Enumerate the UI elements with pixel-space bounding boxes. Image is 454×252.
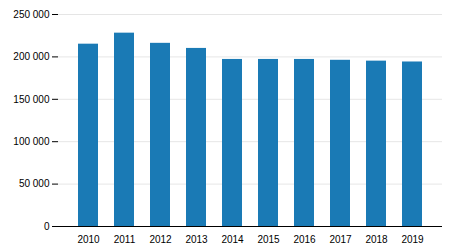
svg-text:2011: 2011 [114, 234, 136, 245]
svg-text:2013: 2013 [185, 234, 208, 245]
svg-text:2016: 2016 [293, 234, 316, 245]
svg-text:150 000: 150 000 [13, 94, 50, 105]
svg-text:0: 0 [44, 221, 50, 232]
svg-text:2017: 2017 [329, 234, 352, 245]
svg-text:2019: 2019 [401, 234, 424, 245]
svg-text:100 000: 100 000 [13, 136, 50, 147]
svg-text:50 000: 50 000 [19, 178, 50, 189]
svg-text:2010: 2010 [77, 234, 100, 245]
svg-text:2012: 2012 [149, 234, 172, 245]
svg-text:2014: 2014 [221, 234, 244, 245]
svg-text:2015: 2015 [257, 234, 280, 245]
svg-text:250 000: 250 000 [13, 9, 50, 20]
svg-text:2018: 2018 [365, 234, 388, 245]
svg-text:200 000: 200 000 [13, 51, 50, 62]
